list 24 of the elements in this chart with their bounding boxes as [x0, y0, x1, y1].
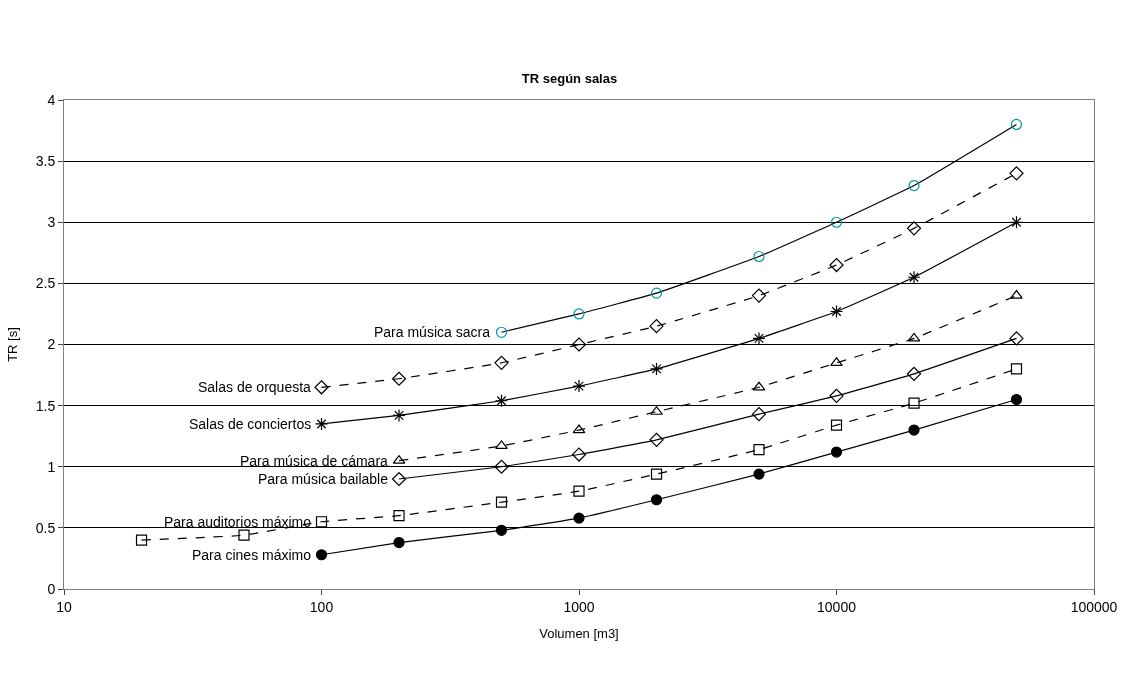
annotation: Para música de cámara [240, 453, 389, 469]
y-tick-label: 3.5 [35, 153, 56, 170]
y-tick-label: 1.5 [35, 397, 56, 414]
annotation: Salas de conciertos [189, 416, 312, 432]
x-tick-label: 1000 [563, 598, 595, 615]
y-tick-label: 4 [47, 91, 56, 108]
annotation: Para música bailable [258, 471, 389, 487]
x-axis-title: Volumen [m3] [539, 626, 619, 642]
y-tick-label: 0 [47, 580, 56, 597]
chart-title: TR según salas [521, 71, 618, 87]
x-tick-label: 100000 [1070, 598, 1118, 615]
y-tick-label: 3 [47, 214, 56, 231]
x-tick-label: 100 [309, 598, 334, 615]
x-tick-label: 10000 [817, 598, 857, 615]
annotation: Para auditorios máximo [164, 514, 312, 530]
y-tick-label: 1 [47, 458, 56, 475]
y-tick-label: 0.5 [35, 519, 56, 536]
y-tick-label: 2.5 [35, 275, 56, 292]
y-tick-label: 2 [47, 336, 56, 353]
annotation: Para cines máximo [192, 547, 312, 563]
x-tick-label: 10 [56, 598, 72, 615]
annotation: Salas de orquesta [198, 379, 312, 395]
annotation: Para música sacra [374, 324, 491, 340]
y-axis-title: TR [s] [4, 327, 20, 362]
